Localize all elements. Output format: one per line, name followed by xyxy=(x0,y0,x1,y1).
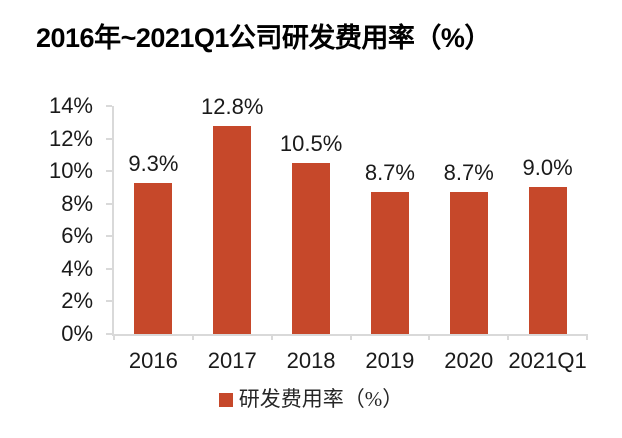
legend-label: 研发费用率（%） xyxy=(238,387,404,411)
bar-value-label: 10.5% xyxy=(279,131,343,156)
x-tick-mark xyxy=(349,334,352,340)
bar xyxy=(370,192,409,334)
plot-area: 9.3% 2016 12.8% 2017 10.5% 2018 8.7% 2019 8.7% 20… xyxy=(106,95,588,372)
y-tick-label: 14% xyxy=(48,93,93,118)
x-tick-label: 2018 xyxy=(286,348,336,373)
bar xyxy=(292,163,331,334)
legend-swatch-icon xyxy=(218,392,233,407)
y-tick-label: 0% xyxy=(61,321,93,346)
x-tick-label: 2020 xyxy=(444,348,494,373)
bar-value-label: 9.3% xyxy=(128,150,179,176)
bar-value-label: 9.0% xyxy=(522,155,573,181)
x-tick-label: 2016 xyxy=(128,348,178,373)
bar xyxy=(528,187,567,334)
y-tick-mark xyxy=(106,300,112,303)
x-tick-mark xyxy=(113,334,115,340)
x-tick-label: 2019 xyxy=(365,348,415,373)
y-tick-mark xyxy=(106,137,112,140)
y-tick-label: 4% xyxy=(61,255,93,281)
x-tick-mark xyxy=(507,334,510,340)
bar-value-label: 8.7% xyxy=(364,160,415,186)
x-tick-label: 2017 xyxy=(207,348,257,373)
y-tick-mark xyxy=(106,235,112,238)
y-tick-label: 12% xyxy=(48,125,93,151)
bar-value-label: 8.7% xyxy=(443,160,494,186)
x-tick-label: 2021Q1 xyxy=(508,348,587,373)
x-tick-mark xyxy=(270,334,273,340)
y-tick-label: 6% xyxy=(61,223,93,249)
x-tick-mark xyxy=(586,334,588,340)
y-tick-label: 8% xyxy=(61,190,93,216)
y-tick-mark xyxy=(106,267,112,270)
y-axis-labels: 0% 2% 4% 6% 8% 10% 12% 14% xyxy=(0,95,93,345)
y-tick-label: 2% xyxy=(61,288,93,314)
legend: 研发费用率（%） xyxy=(0,389,622,410)
x-tick-mark xyxy=(191,334,194,340)
y-tick-mark xyxy=(106,333,112,335)
bar xyxy=(213,125,252,334)
y-tick-mark xyxy=(106,105,112,107)
bar-value-label: 12.8% xyxy=(201,93,264,119)
y-tick-mark xyxy=(106,170,112,173)
bar xyxy=(449,192,488,334)
bar xyxy=(134,182,173,334)
y-tick-label: 10% xyxy=(48,158,93,184)
x-tick-mark xyxy=(428,334,431,340)
y-tick-mark xyxy=(106,202,112,205)
chart-title: 2016年~2021Q1公司研发费用率（%） xyxy=(36,23,491,53)
